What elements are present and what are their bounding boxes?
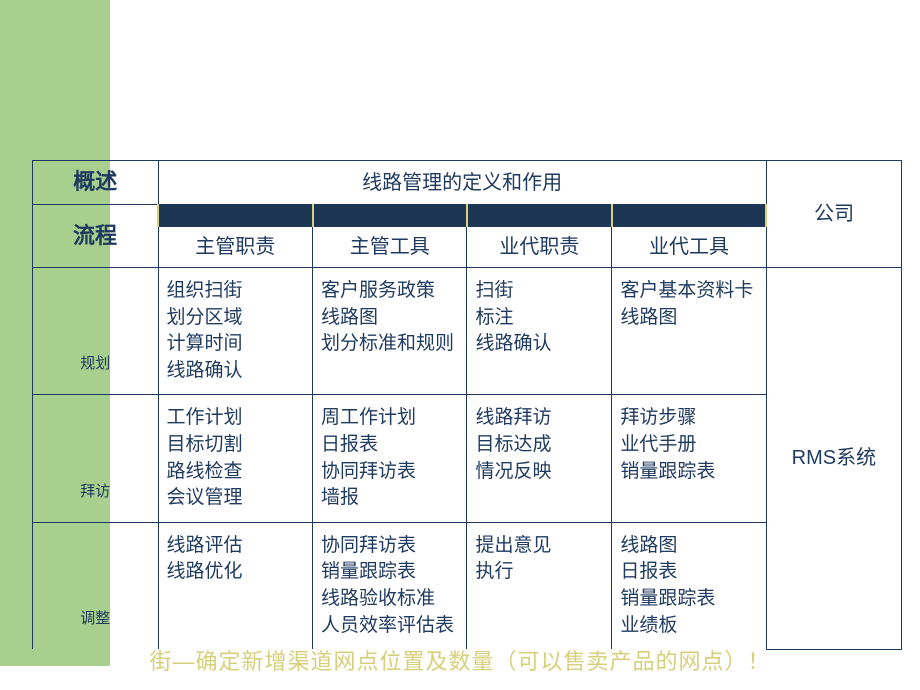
route-management-table: 概述 线路管理的定义和作用 公司 流程 主管职责 主管工具 业代职责 业代工具 … [32, 160, 902, 650]
subheader-rep-duty: 业代职责 [467, 227, 612, 268]
cell-adjust-sup-tool: 协同拜访表销量跟踪表线路验收标准人员效率评估表 [313, 522, 467, 649]
subheader-rep-tool: 业代工具 [612, 227, 766, 268]
cell-visit-sup-tool: 周工作计划日报表协同拜访表墙报 [313, 395, 467, 522]
cell-adjust-rep-duty: 提出意见执行 [467, 522, 612, 649]
navy-bar-3 [467, 205, 612, 227]
row-label-visit: 拜访 [33, 395, 159, 522]
header-overview: 概述 [33, 161, 159, 205]
navy-bar-4 [612, 205, 766, 227]
navy-bar-2 [313, 205, 467, 227]
cell-visit-sup-duty: 工作计划目标切割路线检查会议管理 [158, 395, 312, 522]
row-label-adjust: 调整 [33, 522, 159, 649]
cell-visit-rep-tool: 拜访步骤业代手册销量跟踪表 [612, 395, 766, 522]
cell-planning-sup-duty: 组织扫街划分区域计算时间线路确认 [158, 268, 312, 395]
table-row-planning: 规划 组织扫街划分区域计算时间线路确认 客户服务政策线路图划分标准和规则 扫街标… [33, 268, 902, 395]
header-company: 公司 [766, 161, 901, 268]
cell-visit-rep-duty: 线路拜访目标达成情况反映 [467, 395, 612, 522]
footer-note: 街—确定新增渠道网点位置及数量（可以售卖产品的网点）！ [0, 644, 920, 676]
route-management-table-container: 概述 线路管理的定义和作用 公司 流程 主管职责 主管工具 业代职责 业代工具 … [32, 160, 902, 650]
navy-bar-1 [158, 205, 312, 227]
cell-adjust-sup-duty: 线路评估线路优化 [158, 522, 312, 649]
row-label-planning: 规划 [33, 268, 159, 395]
cell-planning-rep-tool: 客户基本资料卡线路图 [612, 268, 766, 395]
table-header-row-1: 概述 线路管理的定义和作用 公司 [33, 161, 902, 205]
cell-adjust-rep-tool: 线路图日报表销量跟踪表业绩板 [612, 522, 766, 649]
subheader-sup-tool: 主管工具 [313, 227, 467, 268]
cell-planning-rep-duty: 扫街标注线路确认 [467, 268, 612, 395]
subheader-sup-duty: 主管职责 [158, 227, 312, 268]
header-definition: 线路管理的定义和作用 [158, 161, 766, 205]
cell-company-value: RMS系统 [766, 268, 901, 650]
header-process: 流程 [33, 205, 159, 268]
cell-planning-sup-tool: 客户服务政策线路图划分标准和规则 [313, 268, 467, 395]
